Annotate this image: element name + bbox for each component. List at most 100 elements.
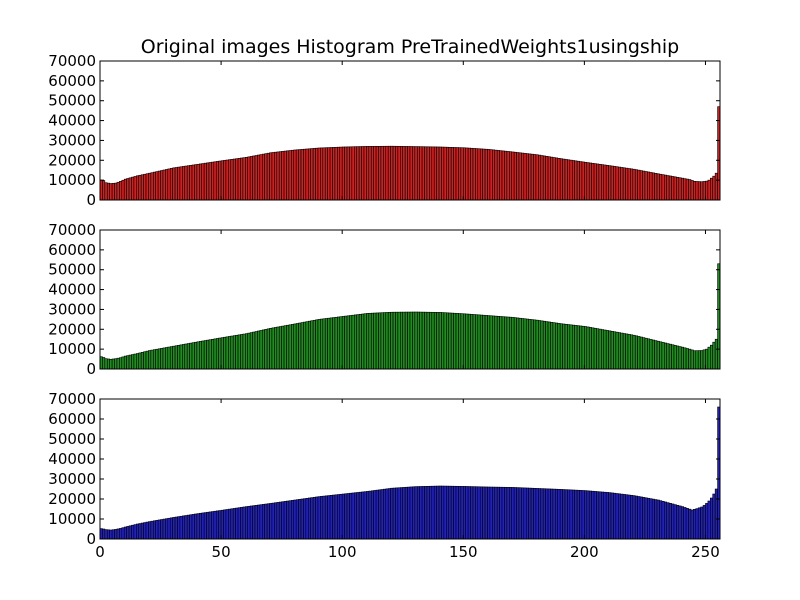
bar [106,529,110,540]
y-tick-label: 60000 [48,241,96,259]
bar [332,147,336,201]
bar [392,487,396,540]
bar [642,170,646,201]
bar [298,499,302,540]
bar [564,323,568,370]
bar [269,327,273,370]
bar [128,525,132,540]
bar [133,524,137,540]
bar [545,488,549,540]
bar [402,487,406,540]
bar [685,507,689,540]
bar [351,146,355,201]
bar [613,331,617,370]
bar [634,495,638,540]
bar [712,175,716,201]
bar [487,315,491,370]
bar [569,489,573,540]
bar [605,330,609,370]
bar [436,485,440,540]
bar [710,344,714,370]
bar [550,321,554,370]
histogram-panels: 0100002000030000400005000060000700000100… [48,52,721,561]
bar [647,338,651,370]
bar [620,167,624,201]
bar [332,494,336,540]
bar [472,314,476,370]
bar [571,324,575,370]
bar [368,490,372,540]
bar [453,147,457,201]
bar [547,488,551,540]
bar [300,498,304,540]
bar [712,493,716,540]
bar [416,311,420,370]
bar [220,160,224,201]
bar [693,350,697,370]
bar [126,526,130,540]
bar [232,335,236,370]
bar [358,491,362,540]
bar [131,354,135,370]
bar [232,158,236,201]
y-tick-label: 0 [86,530,96,548]
bar [654,499,658,540]
bar [458,147,462,201]
bar [281,501,285,540]
bar [230,159,234,201]
bar [356,146,360,201]
bar [506,316,510,370]
bar [683,347,687,370]
bar [327,147,331,201]
bar [189,165,193,201]
bar [644,171,648,201]
bar [295,323,299,370]
bar [160,348,164,370]
bar [177,516,181,540]
bar [516,317,520,370]
bar [102,357,106,370]
bar [366,313,370,370]
bar [196,341,200,370]
bar [392,145,396,201]
bar [567,159,571,201]
bar [307,320,311,370]
bar [494,486,498,540]
bar [513,317,517,370]
bar [533,487,537,540]
bar [179,515,183,540]
bar [579,490,583,540]
bar [317,319,321,370]
y-tick-label: 50000 [48,261,96,279]
bar [695,350,699,370]
y-tick-label: 20000 [48,151,96,169]
bar [661,342,665,370]
bar [211,511,215,540]
bar [496,315,500,370]
bar [542,155,546,201]
bar [433,146,437,201]
bar [215,338,219,370]
y-axis: 0 10000 20000 30000 40000 50000 60000 70000 [48,390,720,548]
bar [121,356,125,370]
bar [429,311,433,370]
bar [535,154,539,201]
bar [271,502,275,540]
bar [637,169,641,201]
bar [383,145,387,201]
bar [111,358,115,370]
bar [412,146,416,201]
bar [283,501,287,540]
bar [344,493,348,540]
chart-title: Original images Histogram PreTrainedWeig… [141,36,679,58]
bar [671,344,675,370]
bar [165,169,169,201]
bar [453,312,457,370]
bar [237,507,241,540]
bar [414,486,418,540]
bar [678,505,682,540]
bar [162,518,166,540]
bar [557,323,561,370]
bar [414,146,418,201]
bar [412,311,416,370]
